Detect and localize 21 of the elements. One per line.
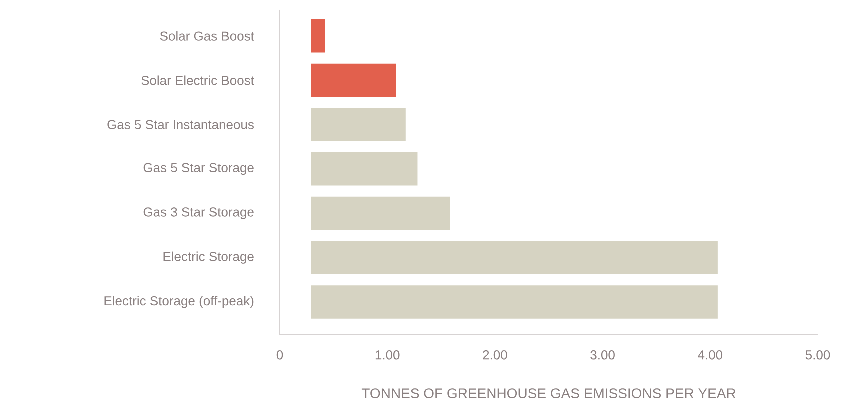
- bar: [311, 108, 406, 142]
- y-tick-label: Electric Storage: [164, 252, 254, 264]
- y-tick-label: Gas 5 Star Storage: [144, 163, 254, 176]
- x-tick-label: 2.00: [483, 350, 508, 360]
- y-tick-label: Gas 5 Star Instantaneous: [108, 120, 254, 130]
- y-tick-label: Solar Electric Boost: [142, 76, 254, 86]
- x-tick-label: 0: [276, 350, 284, 360]
- x-axis-title: TONNES OF GREENHOUSE GAS EMISSIONS PER YEAR: [362, 388, 736, 399]
- bar: [311, 286, 718, 319]
- bar: [311, 20, 326, 53]
- bar: [311, 152, 418, 186]
- x-tick-label: 4.00: [698, 350, 723, 360]
- y-tick-label: Solar Gas Boost: [160, 31, 254, 41]
- x-tick-label: 3.00: [590, 350, 615, 360]
- y-tick-label: Electric Storage (off-peak): [104, 296, 254, 308]
- x-tick-label: 5.00: [806, 350, 830, 360]
- bar: [311, 64, 396, 98]
- y-tick-label: Gas 3 Star Storage: [144, 208, 254, 220]
- bar: [311, 196, 450, 230]
- bar: [311, 241, 718, 274]
- x-tick-label: 1.00: [376, 350, 400, 360]
